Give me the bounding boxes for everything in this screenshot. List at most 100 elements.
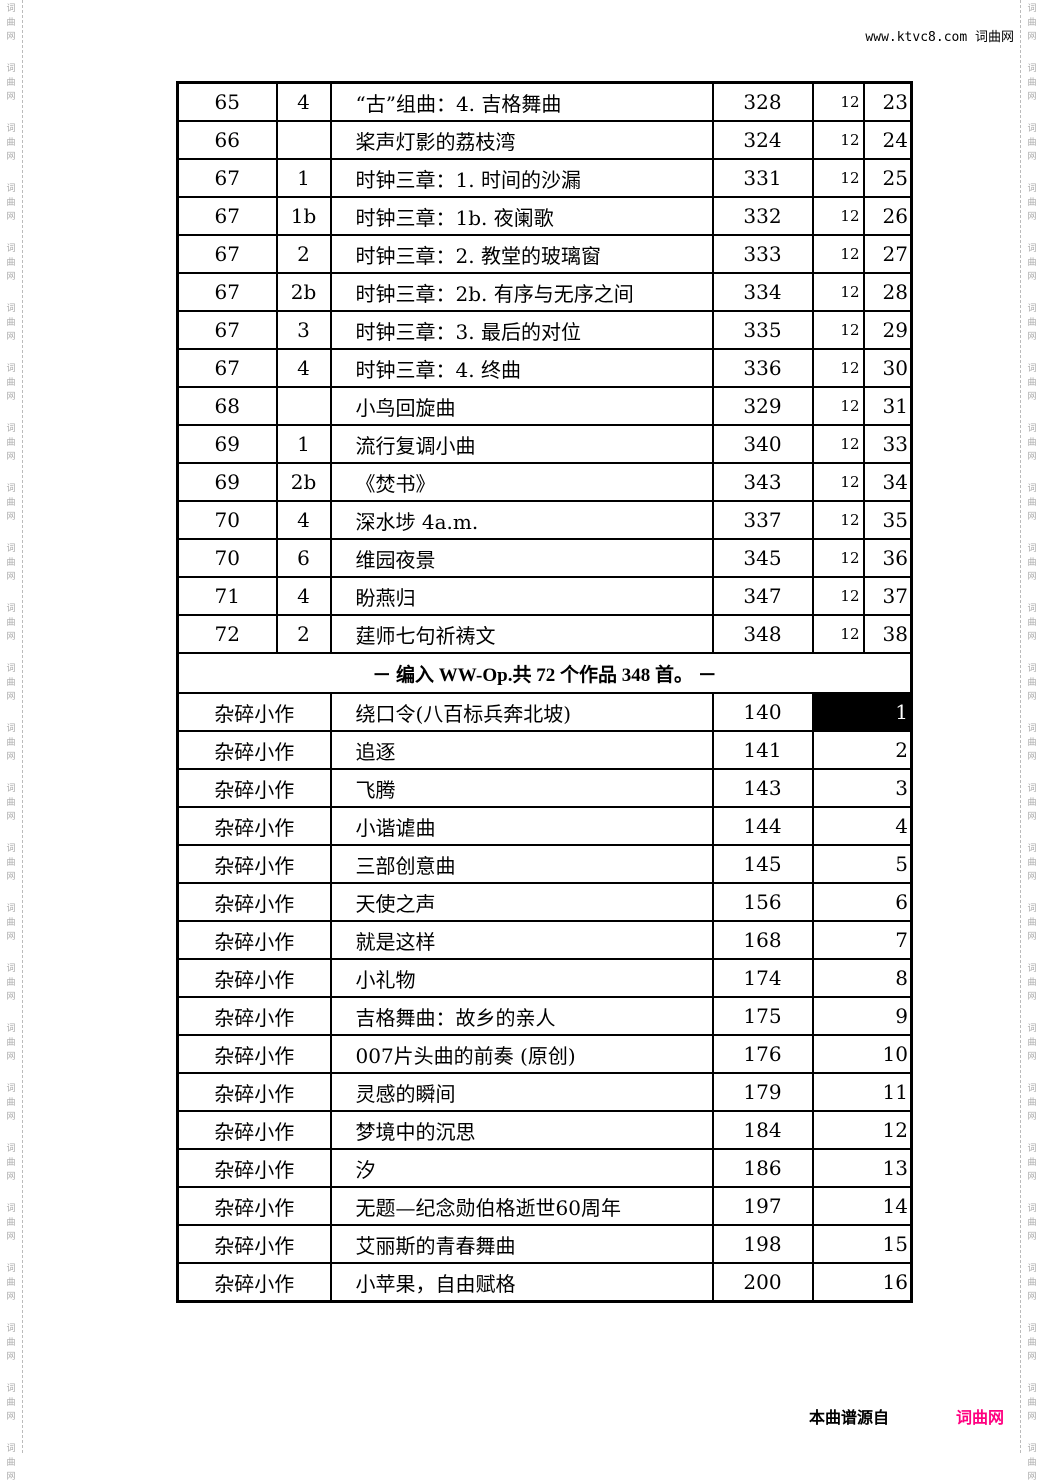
opus-number-cell: 68 [176,386,278,426]
index-cell: 28 [862,272,913,312]
category-cell: 杂碎小作 [176,1148,332,1188]
table-row: 67 2b 时钟三章：2b. 有序与无序之间 334 12 28 [176,272,913,312]
piece-number-cell: 1 [275,424,332,464]
watermark-text: 词 曲 网 [6,964,16,1002]
category-cell: 杂碎小作 [176,920,332,960]
table-row: 71 4 盼燕归 347 12 37 [176,576,913,616]
page-cell: 324 [711,120,814,160]
watermark-text: 词 曲 网 [6,64,16,102]
index-cell: 38 [862,614,913,654]
index-cell: 1 [811,692,913,732]
index-cell: 8 [811,958,913,998]
piece-number-cell: 4 [275,500,332,540]
page-cell: 348 [711,614,814,654]
page-cell: 197 [711,1186,814,1226]
volume-cell: 12 [811,500,865,540]
category-cell: 杂碎小作 [176,1110,332,1150]
title-cell: 时钟三章：1. 时间的沙漏 [329,158,714,198]
footer-brand-link[interactable]: 词曲网 [956,1408,1005,1427]
right-watermark-strip: 词 曲 网词 曲 网词 曲 网词 曲 网词 曲 网词 曲 网词 曲 网词 曲 网… [1020,0,1042,1482]
page-cell: 333 [711,234,814,274]
index-cell: 31 [862,386,913,426]
watermark-text: 词 曲 网 [1027,424,1037,462]
watermark-text: 词 曲 网 [1027,904,1037,942]
opus-number-cell: 66 [176,120,278,160]
page-cell: 337 [711,500,814,540]
index-cell: 25 [862,158,913,198]
watermark-text: 词 曲 网 [6,1084,16,1122]
watermark-text: 词 曲 网 [6,1444,16,1482]
index-cell: 9 [811,996,913,1036]
piece-number-cell: 2b [275,462,332,502]
watermark-text: 词 曲 网 [6,1024,16,1062]
index-cell: 37 [862,576,913,616]
opus-number-cell: 72 [176,614,278,654]
index-cell: 23 [862,81,913,122]
table-row: 72 2 莛师七句祈祷文 348 12 38 [176,614,913,654]
summary-text: － 编入 WW-Op.共 72 个作品 348 首。 － [176,652,913,694]
index-cell: 27 [862,234,913,274]
category-cell: 杂碎小作 [176,1186,332,1226]
watermark-text: 词 曲 网 [1027,484,1037,522]
watermark-text: 词 曲 网 [1027,124,1037,162]
watermark-text: 词 曲 网 [1027,784,1037,822]
piece-number-cell [275,120,332,160]
page-cell: 176 [711,1034,814,1074]
piece-number-cell: 6 [275,538,332,578]
opus-number-cell: 67 [176,310,278,350]
opus-number-cell: 70 [176,500,278,540]
site-header: www.ktvc8.com 词曲网 [865,30,1014,45]
opus-number-cell: 67 [176,272,278,312]
index-cell: 3 [811,768,913,808]
page-cell: 156 [711,882,814,922]
watermark-text: 词 曲 网 [1027,304,1037,342]
title-cell: 莛师七句祈祷文 [329,614,714,654]
piece-number-cell: 4 [275,348,332,388]
category-cell: 杂碎小作 [176,768,332,808]
category-cell: 杂碎小作 [176,730,332,770]
volume-cell: 12 [811,538,865,578]
volume-cell: 12 [811,462,865,502]
page-cell: 184 [711,1110,814,1150]
opus-number-cell: 65 [176,81,278,122]
table-row: 杂碎小作 绕口令(八百标兵奔北坡) 140 1 [176,692,913,732]
index-cell: 13 [811,1148,913,1188]
watermark-text: 词 曲 网 [6,4,16,42]
index-cell: 14 [811,1186,913,1226]
index-cell: 29 [862,310,913,350]
page-cell: 335 [711,310,814,350]
title-cell: 飞腾 [329,768,714,808]
volume-cell: 12 [811,348,865,388]
title-cell: 桨声灯影的荔枝湾 [329,120,714,160]
watermark-text: 词 曲 网 [1027,604,1037,642]
title-cell: 小谐谑曲 [329,806,714,846]
title-cell: 三部创意曲 [329,844,714,884]
page-cell: 329 [711,386,814,426]
score-index-table: 65 4 “古”组曲：4. 吉格舞曲 328 12 23 66 桨声灯影的荔枝湾 324 12 24… [176,81,913,1303]
category-cell: 杂碎小作 [176,1072,332,1112]
volume-cell: 12 [811,81,865,122]
piece-number-cell: 3 [275,310,332,350]
category-cell: 杂碎小作 [176,692,332,732]
watermark-text: 词 曲 网 [1027,544,1037,582]
page-cell: 144 [711,806,814,846]
category-cell: 杂碎小作 [176,844,332,884]
volume-cell: 12 [811,424,865,464]
piece-number-cell: 1b [275,196,332,236]
table-row: 65 4 “古”组曲：4. 吉格舞曲 328 12 23 [176,81,913,122]
category-cell: 杂碎小作 [176,806,332,846]
table-row: 68 小鸟回旋曲 329 12 31 [176,386,913,426]
page-cell: 168 [711,920,814,960]
table-row: 杂碎小作 就是这样 168 7 [176,920,913,960]
index-cell: 26 [862,196,913,236]
page-cell: 200 [711,1262,814,1303]
watermark-text: 词 曲 网 [6,124,16,162]
opus-number-cell: 69 [176,424,278,464]
page-cell: 336 [711,348,814,388]
opus-number-cell: 67 [176,348,278,388]
page-cell: 345 [711,538,814,578]
watermark-text: 词 曲 网 [1027,964,1037,1002]
title-cell: 盼燕归 [329,576,714,616]
table-row: 杂碎小作 艾丽斯的青春舞曲 198 15 [176,1224,913,1264]
table-row: 杂碎小作 小礼物 174 8 [176,958,913,998]
